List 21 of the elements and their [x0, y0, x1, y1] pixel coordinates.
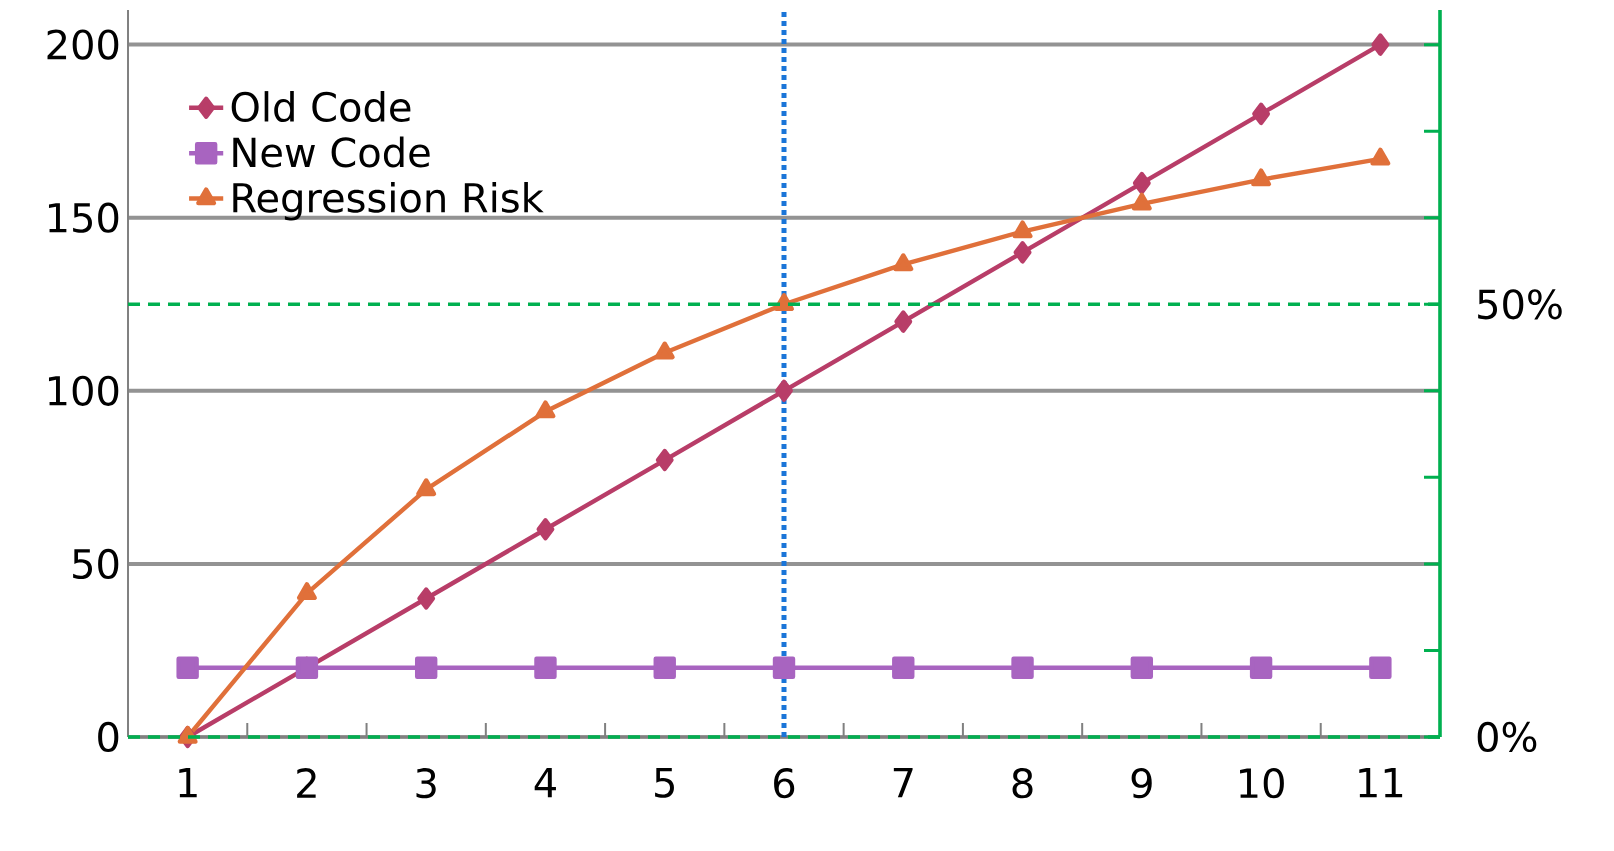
x-tick-label: 4: [534, 768, 556, 798]
y2-tick-label: 0%: [1477, 721, 1537, 753]
x-tick-label: 10: [1240, 768, 1284, 799]
y-tick-label: 100: [48, 375, 119, 406]
x-tick-label: 1: [179, 768, 197, 798]
x-tick-label: 11: [1359, 768, 1403, 798]
x-tick-label: 2: [297, 768, 316, 798]
x-tick-label: 8: [1012, 768, 1033, 799]
y-tick-label: 0: [98, 721, 119, 753]
x-tick-label: 6: [774, 768, 795, 799]
y-tick-label: 50: [73, 548, 119, 580]
x-tick-label: 5: [655, 768, 674, 798]
legend-label: Old Code: [231, 91, 411, 123]
legend-label: Regression Risk: [233, 181, 544, 221]
y-tick-label: 150: [48, 202, 119, 233]
legend-label: New Code: [233, 136, 430, 168]
x-tick-label: 9: [1131, 768, 1152, 799]
y-tick-label: 200: [47, 29, 119, 60]
x-tick-label: 3: [416, 768, 436, 799]
x-tick-label: 7: [893, 768, 913, 798]
y2-tick-label: 50%: [1478, 289, 1562, 320]
